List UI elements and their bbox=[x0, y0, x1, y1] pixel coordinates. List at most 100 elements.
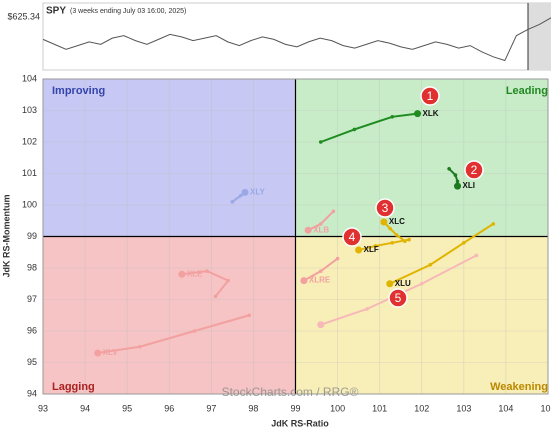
tail-dot bbox=[390, 115, 395, 119]
head bbox=[355, 246, 363, 254]
head bbox=[94, 349, 102, 357]
tail-dot bbox=[447, 166, 451, 171]
tail-dot bbox=[428, 263, 432, 267]
tail-dot bbox=[462, 241, 466, 245]
x-tick-label: 96 bbox=[164, 403, 174, 413]
tail-dot bbox=[419, 281, 424, 286]
y-tick-label: 95 bbox=[27, 357, 37, 367]
x-tick-label: 103 bbox=[456, 403, 471, 413]
x-tick-label: 100 bbox=[330, 403, 345, 413]
tail-dot bbox=[390, 241, 395, 245]
tail-dot bbox=[226, 278, 230, 283]
badge-text: 5 bbox=[395, 291, 402, 305]
spy-panel bbox=[42, 2, 551, 71]
tail bbox=[181, 270, 230, 297]
tail-dot bbox=[407, 237, 411, 242]
y-tick-label: 98 bbox=[27, 262, 37, 272]
series-label: XLE bbox=[187, 269, 203, 278]
tail bbox=[383, 221, 406, 243]
x-tick-label: 94 bbox=[80, 403, 90, 413]
tail-dot bbox=[453, 173, 458, 177]
y-tick-label: 102 bbox=[22, 136, 37, 146]
x-tick-label: 97 bbox=[206, 403, 216, 413]
annotation-badge: 3 bbox=[375, 198, 395, 218]
tail-dot bbox=[491, 222, 496, 226]
quadrant-label: Leading bbox=[506, 85, 548, 97]
tail-dot bbox=[474, 253, 479, 258]
quadrant-label: Weakening bbox=[490, 381, 548, 393]
y-tick-label: 101 bbox=[22, 168, 37, 178]
head bbox=[241, 188, 249, 196]
badge-circle bbox=[420, 86, 440, 106]
tail-dot bbox=[394, 233, 399, 237]
tail-dot bbox=[331, 209, 336, 214]
y-tick-label: 103 bbox=[22, 105, 37, 115]
badge-circle bbox=[375, 198, 395, 218]
quadrant-label: Improving bbox=[52, 85, 105, 97]
tail-dot bbox=[388, 226, 392, 231]
x-tick-label: 99 bbox=[290, 403, 300, 413]
tail-dot bbox=[238, 193, 243, 198]
x-tick-label: 101 bbox=[372, 403, 387, 413]
y-axis-label: JdK RS-Momentum bbox=[1, 195, 11, 278]
y-tick-label: 99 bbox=[27, 231, 37, 241]
badge-circle bbox=[464, 160, 484, 180]
badge-text: 3 bbox=[382, 201, 389, 215]
tail-dot bbox=[318, 269, 323, 273]
head bbox=[300, 277, 308, 285]
tail bbox=[358, 238, 410, 252]
x-axis-label: JdK RS-Ratio bbox=[271, 418, 329, 428]
spy-title: SPY bbox=[46, 6, 66, 17]
watermark: StockCharts.com / RRG® bbox=[222, 385, 359, 399]
tail-dot bbox=[403, 239, 407, 244]
x-tick-label: 102 bbox=[414, 403, 429, 413]
series-label: XLI bbox=[463, 181, 475, 190]
annotation-badge: 1 bbox=[420, 86, 440, 106]
series-label: XLC bbox=[389, 217, 405, 226]
spy-line bbox=[42, 17, 551, 62]
series-label: XLB bbox=[313, 225, 329, 234]
tail-dot bbox=[318, 140, 323, 144]
tail-dot bbox=[192, 329, 197, 333]
plot-frame bbox=[42, 78, 549, 395]
tail bbox=[97, 314, 250, 355]
tail bbox=[320, 112, 418, 143]
spy-subtitle: (3 weeks ending July 03 16:00, 2025) bbox=[70, 8, 186, 15]
annotation-badge: 4 bbox=[342, 227, 362, 247]
series-label: XLK bbox=[423, 109, 439, 118]
spy-shade bbox=[528, 3, 551, 70]
y-tick-label: 100 bbox=[22, 199, 37, 209]
head bbox=[317, 321, 325, 329]
y-tick-label: 97 bbox=[27, 294, 37, 304]
badge-text: 2 bbox=[471, 163, 478, 177]
x-tick-label: 98 bbox=[248, 403, 258, 413]
series-label: XLF bbox=[364, 245, 379, 254]
series-label: XLU bbox=[395, 279, 411, 288]
tail-dot bbox=[365, 307, 369, 311]
badge-text: 4 bbox=[349, 230, 356, 244]
tail-dot bbox=[318, 222, 323, 226]
quadrant-label: Lagging bbox=[52, 381, 95, 393]
series-label: XLY bbox=[250, 188, 265, 197]
annotation-badge: 2 bbox=[464, 160, 484, 180]
badge-text: 1 bbox=[427, 89, 434, 103]
y-tick-label: 104 bbox=[22, 73, 37, 83]
annotation-badge: 5 bbox=[388, 288, 408, 308]
badge-circle bbox=[342, 227, 362, 247]
spy-price: $625.34 bbox=[7, 11, 40, 21]
head bbox=[386, 280, 394, 288]
badge-circle bbox=[388, 288, 408, 308]
head bbox=[454, 182, 462, 190]
head bbox=[304, 226, 312, 234]
tail-dot bbox=[455, 179, 460, 184]
tail-dot bbox=[335, 256, 340, 261]
y-tick-label: 96 bbox=[27, 325, 37, 335]
tail-dot bbox=[205, 269, 209, 273]
head bbox=[380, 218, 388, 226]
tail-dot bbox=[137, 344, 142, 349]
tail-dot bbox=[213, 294, 218, 299]
tail-dot bbox=[247, 313, 252, 318]
tail bbox=[389, 223, 494, 285]
x-tick-label: 105 bbox=[540, 403, 551, 413]
